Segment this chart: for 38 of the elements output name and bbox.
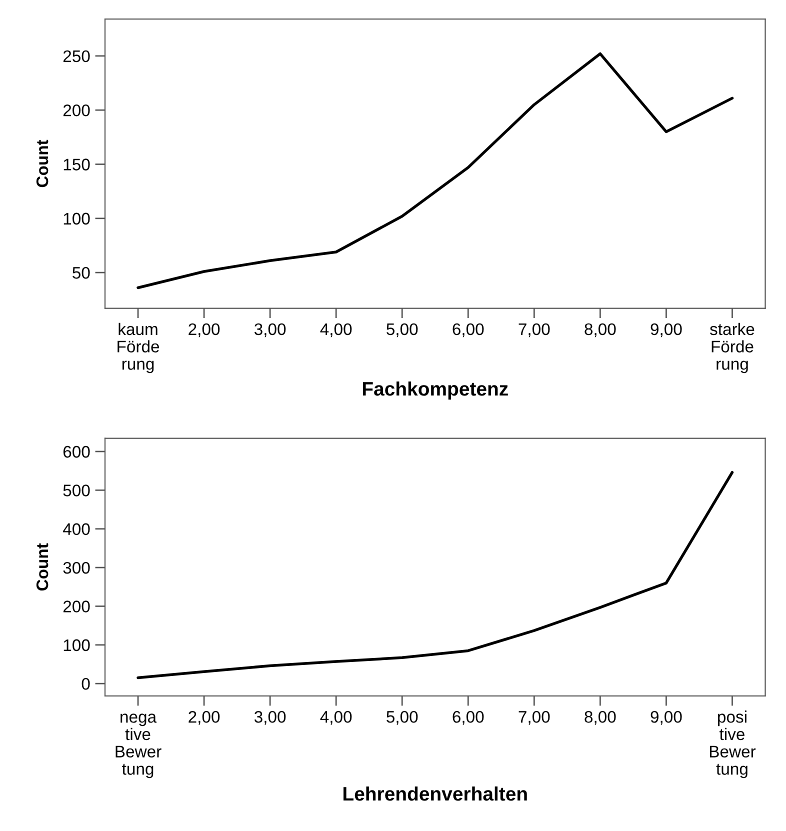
y-tick-label: 500	[63, 484, 90, 496]
x-tick-label: 7,00	[518, 710, 550, 725]
x-axis-title: Lehrendenverhalten	[344, 786, 527, 801]
x-tick-label: kaum Förde rung	[118, 322, 160, 374]
x-tick-label: 5,00	[386, 710, 418, 725]
y-tick-label: 0	[82, 678, 90, 690]
x-tick-label: starke Förde rung	[710, 322, 754, 374]
y-tick-label: 300	[63, 562, 90, 574]
x-tick-label: 9,00	[650, 323, 682, 338]
x-tick-label: 7,00	[518, 323, 550, 338]
x-tick-label: nega tive Bewer tung	[116, 714, 162, 778]
x-tick-label: 8,00	[584, 710, 616, 725]
x-tick-label: 3,00	[254, 323, 286, 338]
y-tick-label: 200	[63, 600, 90, 612]
line-series	[136, 52, 734, 290]
x-tick-label: 5,00	[386, 323, 418, 338]
x-tick-label: 4,00	[320, 710, 352, 725]
y-tick-label: 200	[63, 104, 90, 116]
y-axis-title: Count	[36, 140, 48, 188]
x-axis-title: Fachkompetenz	[362, 381, 508, 400]
y-tick-label: 400	[63, 523, 90, 536]
x-tick-label: 6,00	[452, 710, 484, 725]
y-tick-label: 100	[64, 639, 90, 652]
y-tick-label: 150	[64, 158, 90, 170]
x-tick-label: 9,00	[650, 710, 682, 725]
x-tick-label: 2,00	[188, 323, 220, 338]
line-series	[136, 471, 734, 680]
y-tick-label: 250	[63, 50, 90, 62]
x-tick-label: 4,00	[320, 323, 352, 338]
x-tick-label: 8,00	[584, 323, 616, 338]
x-tick-label: posi tive Bewer tung	[710, 710, 756, 778]
y-tick-label: 50	[72, 266, 90, 279]
x-tick-label: 6,00	[452, 323, 484, 338]
y-tick-label: 600	[63, 446, 90, 458]
y-axis-title: Count	[36, 543, 48, 591]
x-tick-label: 2,00	[188, 710, 220, 725]
y-tick-label: 100	[64, 212, 90, 225]
x-tick-label: 3,00	[254, 710, 286, 725]
